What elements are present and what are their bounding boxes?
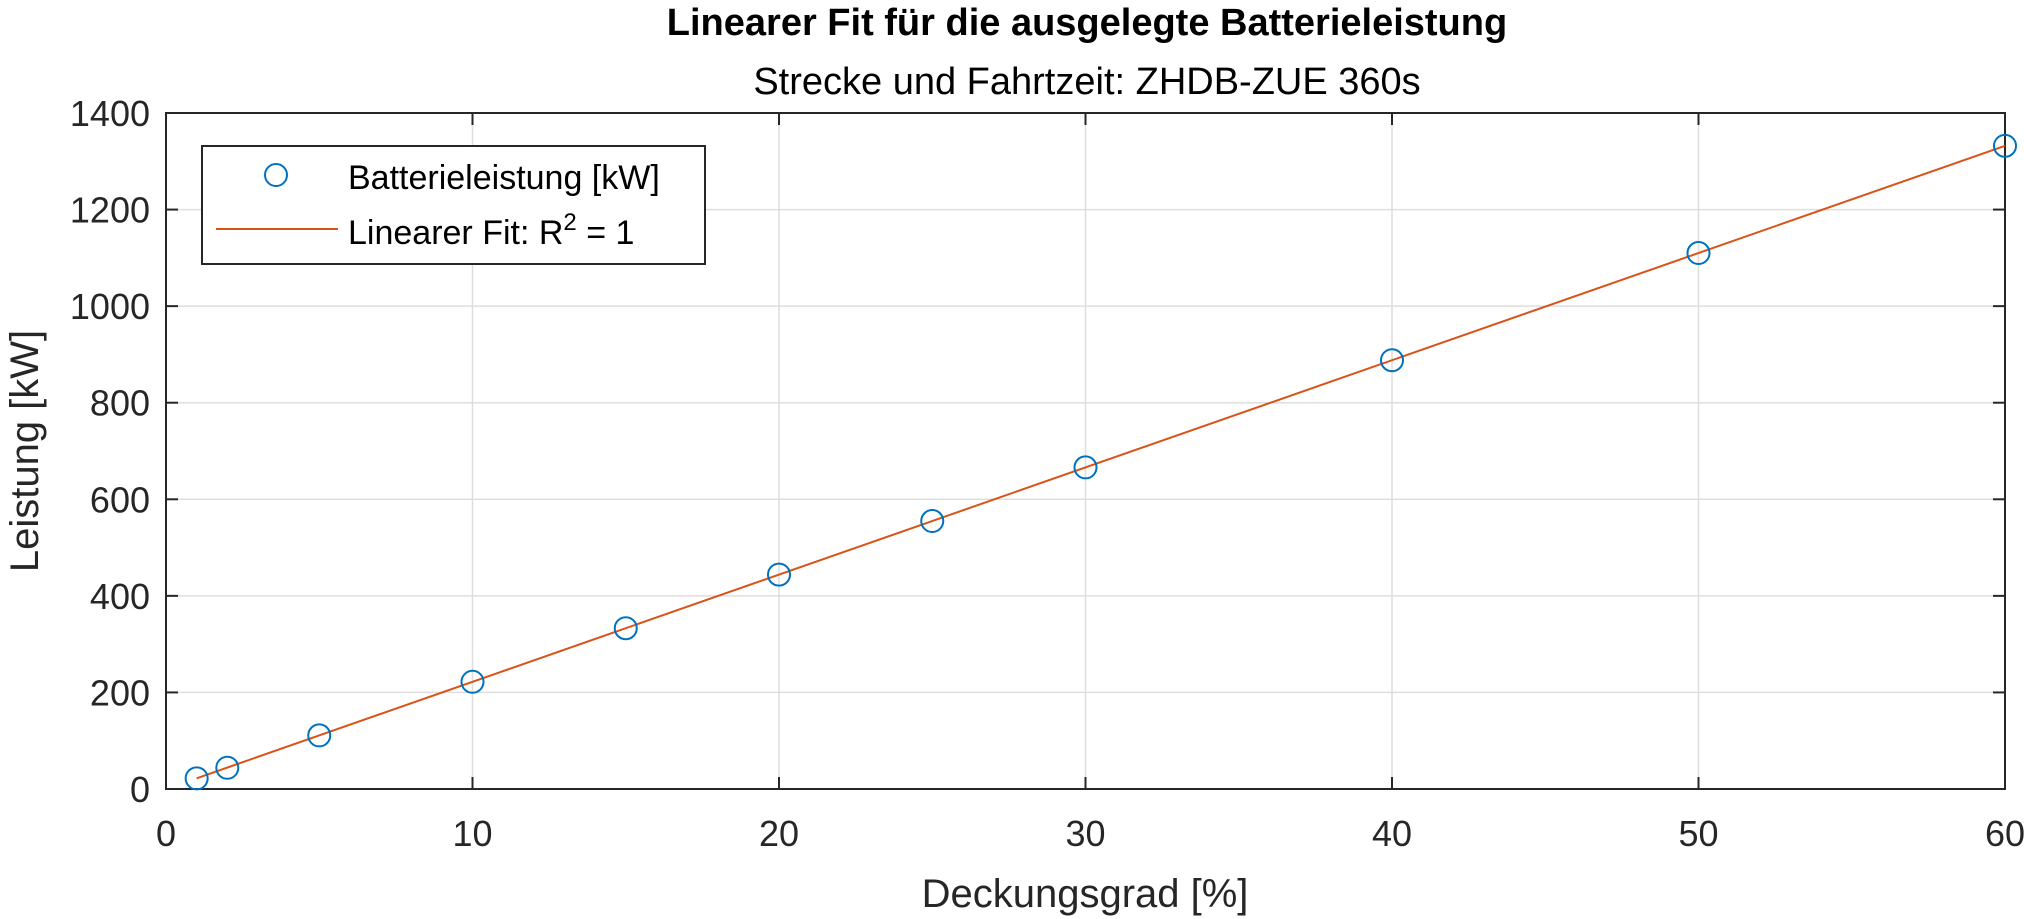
legend-box: [201, 145, 706, 265]
chart-subtitle: Strecke und Fahrtzeit: ZHDB-ZUE 360s: [753, 61, 1420, 103]
legend-fit-tail: = 1: [577, 214, 635, 252]
legend-fit-sup: 2: [563, 209, 576, 236]
x-tick-label: 20: [759, 813, 799, 854]
data-point: [613, 616, 638, 641]
data-point: [460, 669, 485, 694]
legend-label-fit: Linearer Fit: R2 = 1: [348, 209, 634, 252]
x-tick-label: 30: [1065, 813, 1105, 854]
y-axis-label: Leistung [kW]: [3, 330, 47, 572]
data-point: [215, 755, 240, 780]
data-point: [1380, 348, 1404, 373]
data-point: [767, 562, 791, 587]
data-point: [307, 723, 332, 748]
data-point: [184, 766, 209, 791]
y-tick-label: 200: [90, 672, 150, 713]
legend: Batterieleistung [kW] Linearer Fit: R2 =…: [201, 145, 706, 265]
data-point: [1686, 241, 1711, 266]
x-tick-label: 60: [1985, 813, 2024, 854]
legend-marker-icon: [264, 163, 288, 187]
fit-line-series: [196, 144, 2006, 780]
x-tick-label: 40: [1372, 813, 1412, 854]
y-tick-label: 800: [90, 383, 150, 424]
x-axis: 0 10 20 30 40 50 60: [156, 113, 2024, 854]
x-axis-label: Deckungsgrad [%]: [922, 872, 1249, 916]
data-point: [920, 509, 945, 534]
legend-label-data: Batterieleistung [kW]: [348, 159, 660, 197]
data-point: [1073, 455, 1098, 480]
y-tick-label: 1400: [70, 93, 150, 134]
y-tick-label: 1000: [70, 286, 150, 327]
y-tick-label: 600: [90, 479, 150, 520]
x-tick-label: 50: [1678, 813, 1718, 854]
fit-line: [196, 144, 2006, 780]
y-axis: 0 200 400 600 800 1000 1200 1400: [70, 93, 2005, 810]
x-tick-label: 10: [452, 813, 492, 854]
data-points-series: [184, 133, 2017, 791]
chart-title: Linearer Fit für die ausgelegte Batterie…: [667, 2, 1507, 44]
data-point: [1993, 133, 2017, 158]
x-tick-label: 0: [156, 813, 176, 854]
y-tick-label: 1200: [70, 190, 150, 231]
y-tick-label: 400: [90, 576, 150, 617]
y-tick-label: 0: [130, 769, 150, 810]
legend-fit-main: Linearer Fit: R: [348, 214, 563, 252]
